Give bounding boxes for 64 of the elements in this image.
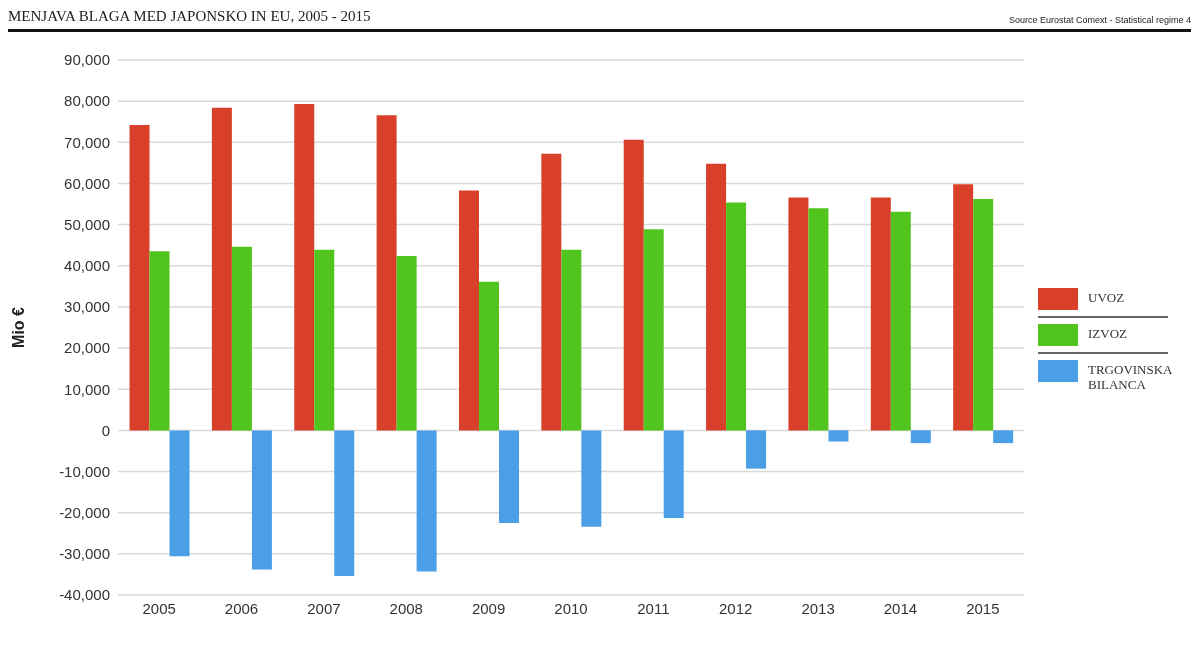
bar bbox=[663, 430, 684, 519]
bar bbox=[561, 249, 582, 431]
y-tick-label: 40,000 bbox=[64, 257, 110, 275]
bar bbox=[294, 104, 315, 431]
bar bbox=[890, 211, 911, 431]
bar bbox=[376, 115, 397, 431]
y-tick-label: -10,000 bbox=[59, 462, 110, 480]
x-tick-label: 2007 bbox=[307, 599, 341, 617]
source-note: Source Eurostat Comext - Statistical regime 4 bbox=[1008, 15, 1191, 25]
bar bbox=[129, 125, 150, 431]
bar bbox=[788, 197, 809, 431]
bar bbox=[149, 251, 170, 431]
x-tick-label: 2011 bbox=[637, 599, 670, 617]
bar bbox=[251, 430, 272, 570]
bar bbox=[993, 430, 1014, 444]
legend-label: UVOZ bbox=[1088, 289, 1125, 305]
x-tick-label: 2005 bbox=[142, 599, 176, 617]
y-tick-label: 30,000 bbox=[64, 298, 110, 316]
bar bbox=[314, 249, 335, 431]
bar bbox=[828, 430, 849, 442]
bar bbox=[910, 430, 931, 444]
bar bbox=[169, 430, 190, 557]
bar bbox=[973, 199, 994, 431]
y-tick-label: -40,000 bbox=[59, 586, 110, 604]
x-tick-label: 2015 bbox=[966, 599, 1000, 617]
y-tick-label: 60,000 bbox=[64, 174, 110, 192]
legend-label: IZVOZ bbox=[1088, 325, 1127, 341]
x-tick-label: 2006 bbox=[224, 599, 259, 617]
bar bbox=[211, 107, 232, 431]
bar bbox=[334, 430, 355, 577]
bar bbox=[478, 281, 499, 431]
x-tick-label: 2014 bbox=[883, 599, 918, 617]
bar bbox=[746, 430, 767, 469]
y-tick-label: -30,000 bbox=[59, 545, 110, 563]
y-axis-title: Mio € bbox=[9, 306, 27, 348]
bar bbox=[416, 430, 437, 572]
bar bbox=[581, 430, 602, 527]
x-tick-label: 2008 bbox=[389, 599, 423, 617]
y-tick-label: 10,000 bbox=[64, 380, 110, 398]
bar bbox=[870, 197, 891, 431]
bar bbox=[643, 229, 664, 431]
x-tick-label: 2013 bbox=[801, 599, 835, 617]
y-tick-label: 70,000 bbox=[64, 133, 110, 151]
bar bbox=[396, 255, 417, 431]
x-tick-label: 2012 bbox=[719, 599, 753, 617]
x-tick-label: 2009 bbox=[471, 599, 506, 617]
bar bbox=[623, 139, 644, 431]
bar bbox=[953, 184, 974, 431]
y-tick-label: 90,000 bbox=[64, 51, 110, 69]
bar bbox=[498, 430, 519, 523]
y-tick-label: 80,000 bbox=[64, 92, 110, 110]
y-tick-label: 50,000 bbox=[64, 215, 110, 233]
bar bbox=[706, 163, 727, 431]
bar bbox=[541, 153, 562, 431]
y-tick-label: 20,000 bbox=[64, 339, 110, 357]
bar bbox=[231, 246, 252, 431]
bar bbox=[458, 190, 479, 431]
bar bbox=[808, 208, 829, 431]
y-tick-label: 0 bbox=[101, 421, 110, 439]
legend-label: TRGOVINSKA BILANCA bbox=[1088, 361, 1172, 392]
chart-title: MENJAVA BLAGA MED JAPONSKO IN EU, 2005 - 2015 bbox=[8, 8, 371, 25]
x-tick-label: 2010 bbox=[554, 599, 588, 617]
y-tick-label: -20,000 bbox=[59, 504, 110, 522]
bar bbox=[726, 202, 747, 431]
